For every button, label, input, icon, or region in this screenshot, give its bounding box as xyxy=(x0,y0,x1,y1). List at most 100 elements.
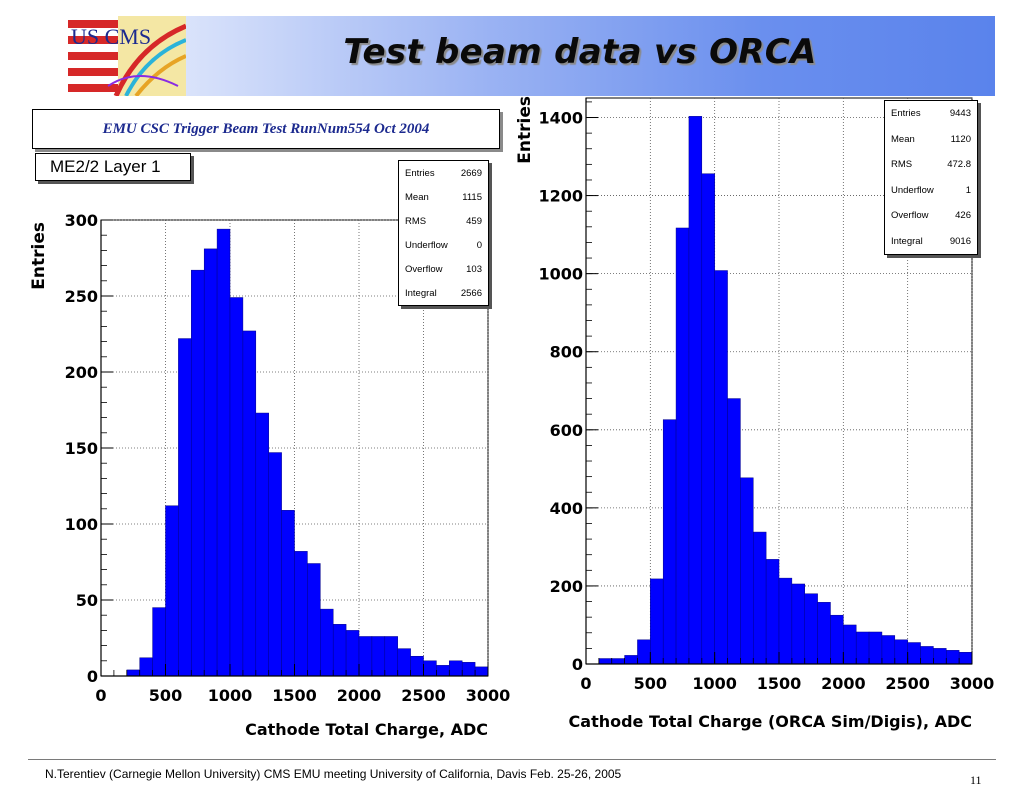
x-tick-label: 2500 xyxy=(885,674,930,693)
stats-value: 9016 xyxy=(949,235,971,247)
x-axis-label: Cathode Total Charge, ADC xyxy=(245,720,488,739)
stats-label: Underflow xyxy=(891,184,934,196)
stats-row: Overflow 426 xyxy=(891,203,971,229)
histogram-bar xyxy=(933,648,947,665)
x-tick-label: 1000 xyxy=(692,674,737,693)
stats-row: Mean 1120 xyxy=(891,127,971,153)
histogram-bar xyxy=(855,631,870,665)
histogram-bar xyxy=(920,646,934,665)
histogram-bar xyxy=(778,577,793,665)
layer-label-box: ME2/2 Layer 1 xyxy=(35,153,191,181)
title-bar xyxy=(68,16,995,96)
stats-label: RMS xyxy=(405,215,427,227)
stats-row: Underflow 0 xyxy=(405,233,482,257)
layer-label: ME2/2 Layer 1 xyxy=(50,157,161,176)
histogram-bar xyxy=(881,635,896,665)
histogram-bar xyxy=(624,655,638,665)
y-tick-label: 1400 xyxy=(538,109,583,128)
histogram-bar xyxy=(637,639,651,665)
logo-text: US CMS xyxy=(71,24,151,49)
histogram-bar xyxy=(662,419,677,665)
stats-row: Underflow 1 xyxy=(891,178,971,204)
histogram-bar xyxy=(740,477,754,665)
histogram-bar xyxy=(817,602,831,665)
y-axis-label: Entries xyxy=(515,96,535,164)
x-tick-label: 3000 xyxy=(466,686,511,705)
histogram-bar xyxy=(804,593,818,665)
stats-row: RMS 459 xyxy=(405,209,482,233)
y-axis-label: Entries xyxy=(29,222,49,290)
histogram-bar xyxy=(701,173,715,665)
x-tick-label: 1500 xyxy=(272,686,317,705)
y-tick-label: 200 xyxy=(550,577,583,596)
x-tick-label: 500 xyxy=(634,674,667,693)
y-tick-label: 1000 xyxy=(538,265,583,284)
us-cms-logo: US CMS xyxy=(68,16,186,96)
stats-label: Underflow xyxy=(405,239,448,251)
y-tick-label: 600 xyxy=(550,421,583,440)
x-tick-label: 500 xyxy=(149,686,182,705)
stats-row: Overflow 103 xyxy=(405,257,482,281)
stats-value: 9443 xyxy=(949,108,971,120)
stats-value: 472.8 xyxy=(947,159,971,171)
stats-value: 459 xyxy=(466,215,482,227)
histogram-bar xyxy=(765,559,780,665)
stats-label: Mean xyxy=(891,133,915,145)
stats-label: Overflow xyxy=(891,210,929,222)
run-title: EMU CSC Trigger Beam Test RunNum554 Oct … xyxy=(102,120,430,137)
y-tick-label: 150 xyxy=(65,439,98,458)
x-axis-label: Cathode Total Charge (ORCA Sim/Digis), A… xyxy=(569,712,972,731)
run-title-box: EMU CSC Trigger Beam Test RunNum554 Oct … xyxy=(32,109,500,149)
stats-value: 0 xyxy=(476,239,482,251)
x-tick-label: 0 xyxy=(95,686,106,705)
histogram-bar xyxy=(907,642,921,665)
y-tick-label: 800 xyxy=(550,343,583,362)
histogram-bar xyxy=(946,650,960,665)
slide-title: Test beam data vs ORCA xyxy=(343,32,817,72)
stats-label: Mean xyxy=(405,191,429,203)
x-tick-label: 2000 xyxy=(337,686,382,705)
footer-text: N.Terentiev (Carnegie Mellon University)… xyxy=(45,767,622,781)
page-number: 11 xyxy=(970,773,982,787)
stats-row: RMS 472.8 xyxy=(891,152,971,178)
y-tick-label: 0 xyxy=(87,667,98,686)
stats-value: 1 xyxy=(965,184,971,196)
histogram-bar xyxy=(830,614,844,665)
stats-label: Overflow xyxy=(405,263,443,275)
histogram-bar xyxy=(714,270,728,665)
x-tick-label: 0 xyxy=(580,674,591,693)
stats-row: Integral 9016 xyxy=(891,229,971,255)
y-tick-label: 1200 xyxy=(538,187,583,206)
histogram-bar xyxy=(598,658,612,665)
histogram-bar xyxy=(688,116,703,665)
stats-value: 2669 xyxy=(460,167,482,179)
left-stats-box: Entries 2669 Mean 1115 RMS 459 Underflow 0 Overf… xyxy=(398,160,489,306)
stats-row: Integral 2566 xyxy=(405,281,482,305)
stats-label: Entries xyxy=(891,108,921,120)
x-tick-label: 1500 xyxy=(757,674,802,693)
footer-divider xyxy=(28,759,996,760)
histogram-bar xyxy=(727,398,741,665)
stats-row: Entries 2669 xyxy=(405,161,482,185)
histogram-bar xyxy=(675,227,690,665)
stats-label: Integral xyxy=(891,235,923,247)
x-tick-label: 2000 xyxy=(821,674,866,693)
y-tick-label: 50 xyxy=(76,591,98,610)
y-tick-label: 200 xyxy=(65,363,98,382)
histogram-bar xyxy=(868,631,883,665)
stats-value: 103 xyxy=(466,263,482,275)
y-tick-label: 100 xyxy=(65,515,98,534)
y-tick-label: 300 xyxy=(65,211,98,230)
histogram-bar xyxy=(894,639,908,665)
histogram-bar xyxy=(611,658,625,665)
y-tick-label: 250 xyxy=(65,287,98,306)
histogram-bar xyxy=(791,583,805,665)
stats-value: 1120 xyxy=(950,133,971,145)
right-stats-box: Entries 9443 Mean 1120 RMS 472.8 Underflow 1 Ove… xyxy=(884,100,978,255)
histogram-bar xyxy=(650,578,664,665)
stats-label: Integral xyxy=(405,287,437,299)
stats-value: 1115 xyxy=(462,191,482,203)
stats-label: RMS xyxy=(891,159,913,171)
histogram-bar xyxy=(958,652,973,665)
